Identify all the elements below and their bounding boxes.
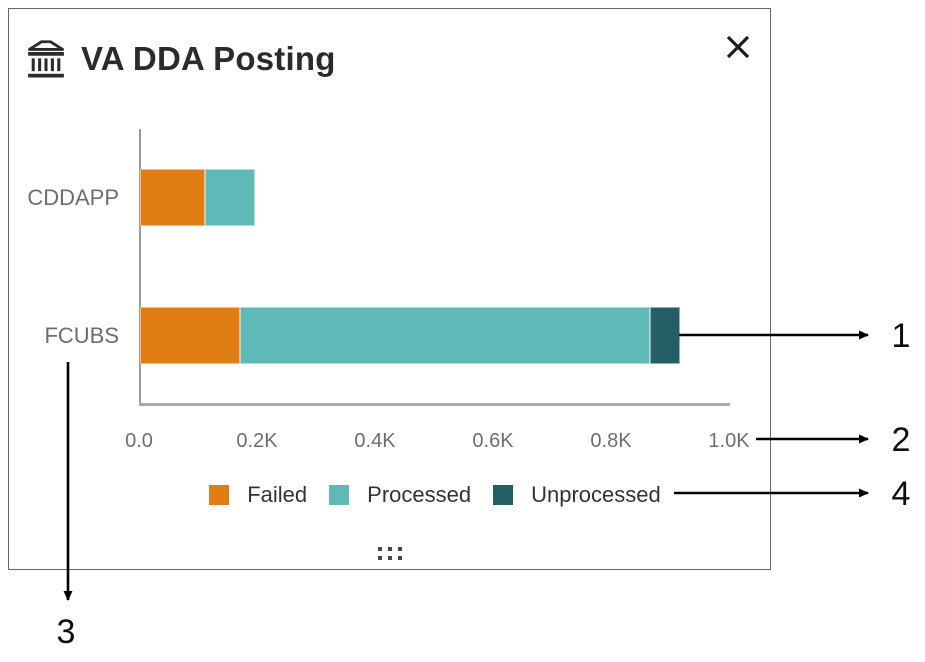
close-button[interactable] bbox=[722, 31, 754, 63]
stacked-bar-chart: CDDAPP FCUBS 0.0 0.2K 0.4K 0.6K 0.8K 1.0K Fail… bbox=[9, 9, 770, 569]
legend-label: Failed bbox=[247, 482, 308, 507]
legend-item-processed[interactable]: Processed bbox=[329, 482, 471, 508]
legend-item-unprocessed[interactable]: Unprocessed bbox=[493, 482, 661, 508]
x-axis-line bbox=[139, 403, 730, 406]
chart-widget-modal: VA DDA Posting CDDAPP FCUBS 0.0 0.2K 0.4K 0.… bbox=[8, 8, 771, 570]
x-tick-label: 1.0K bbox=[708, 430, 750, 452]
modal-header: VA DDA Posting bbox=[23, 31, 754, 87]
legend-label: Processed bbox=[367, 482, 472, 507]
legend-label: Unprocessed bbox=[531, 482, 661, 507]
x-tick-label: 0.0 bbox=[125, 430, 153, 452]
annotation-label-4: 4 bbox=[891, 475, 911, 513]
chart-legend: Failed Processed Unprocessed bbox=[140, 482, 730, 508]
x-tick-label: 0.4K bbox=[354, 430, 396, 452]
legend-swatch-failed bbox=[209, 485, 230, 505]
category-label-cddapp: CDDAPP bbox=[27, 184, 119, 210]
x-tick-label: 0.6K bbox=[472, 430, 514, 452]
bar-segment-fcubs-unprocessed[interactable] bbox=[650, 307, 680, 364]
y-axis-line bbox=[139, 129, 141, 406]
annotation-label-2: 2 bbox=[891, 421, 911, 459]
bank-icon bbox=[27, 40, 65, 78]
close-icon bbox=[726, 35, 750, 59]
bar-segment-cddapp-processed[interactable] bbox=[204, 169, 256, 226]
category-label-fcubs: FCUBS bbox=[44, 322, 119, 348]
bar-segment-fcubs-failed[interactable] bbox=[140, 307, 241, 364]
bar-segment-fcubs-processed[interactable] bbox=[240, 307, 651, 364]
legend-swatch-unprocessed bbox=[493, 485, 514, 505]
modal-title: VA DDA Posting bbox=[81, 40, 336, 77]
annotation-label-3: 3 bbox=[56, 613, 76, 651]
x-tick-label: 0.8K bbox=[590, 430, 632, 452]
bar-segment-cddapp-failed[interactable] bbox=[140, 169, 205, 226]
annotation-label-1: 1 bbox=[891, 317, 911, 355]
x-tick-label: 0.2K bbox=[236, 430, 278, 452]
legend-item-failed[interactable]: Failed bbox=[209, 482, 307, 508]
legend-swatch-processed bbox=[329, 485, 350, 505]
drag-handle-icon[interactable] bbox=[374, 543, 406, 564]
